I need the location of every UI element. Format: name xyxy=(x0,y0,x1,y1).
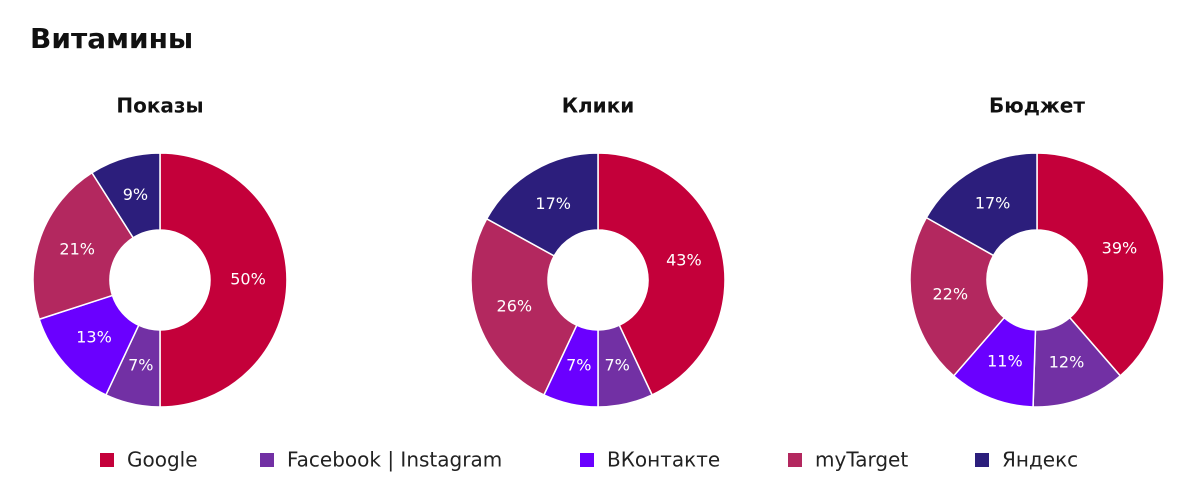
slice-label: 26% xyxy=(497,297,533,316)
slice-label: 7% xyxy=(566,355,591,374)
chart-title: Клики xyxy=(562,94,635,118)
chart-title: Бюджет xyxy=(989,94,1085,118)
legend-swatch xyxy=(975,453,989,467)
legend-swatch xyxy=(100,453,114,467)
legend-swatch xyxy=(260,453,274,467)
legend-label: Google xyxy=(127,448,198,472)
slice-label: 7% xyxy=(605,355,630,374)
legend-swatch xyxy=(580,453,594,467)
slice-label: 17% xyxy=(535,194,571,213)
donut-slice xyxy=(90,152,161,239)
chart-title: Показы xyxy=(116,94,203,118)
donut-slice xyxy=(32,171,135,321)
donut-slice xyxy=(470,217,578,396)
legend-label: Facebook | Instagram xyxy=(287,448,502,472)
slice-label: 21% xyxy=(59,240,95,259)
legend-swatch xyxy=(788,453,802,467)
donut-slice xyxy=(909,216,1006,377)
legend-label: Яндекс xyxy=(1002,448,1078,472)
slice-label: 13% xyxy=(76,328,112,347)
slice-label: 12% xyxy=(1049,352,1085,371)
slice-label: 9% xyxy=(123,185,148,204)
donut-slice xyxy=(38,294,140,396)
donut-slice xyxy=(925,152,1038,257)
slice-label: 50% xyxy=(230,270,266,289)
slice-label: 22% xyxy=(933,284,969,303)
slice-label: 39% xyxy=(1102,239,1138,258)
slice-label: 43% xyxy=(666,250,702,269)
page-title: Витамины xyxy=(30,22,193,55)
slice-label: 17% xyxy=(975,194,1011,213)
slice-label: 7% xyxy=(128,355,153,374)
slice-label: 11% xyxy=(987,351,1023,370)
donut-slice xyxy=(597,152,726,396)
legend-label: myTarget xyxy=(815,448,908,472)
donut-slice xyxy=(159,152,288,408)
legend-label: ВКонтакте xyxy=(607,448,720,472)
donut-slice xyxy=(485,152,599,257)
donut-slice xyxy=(1036,152,1165,377)
